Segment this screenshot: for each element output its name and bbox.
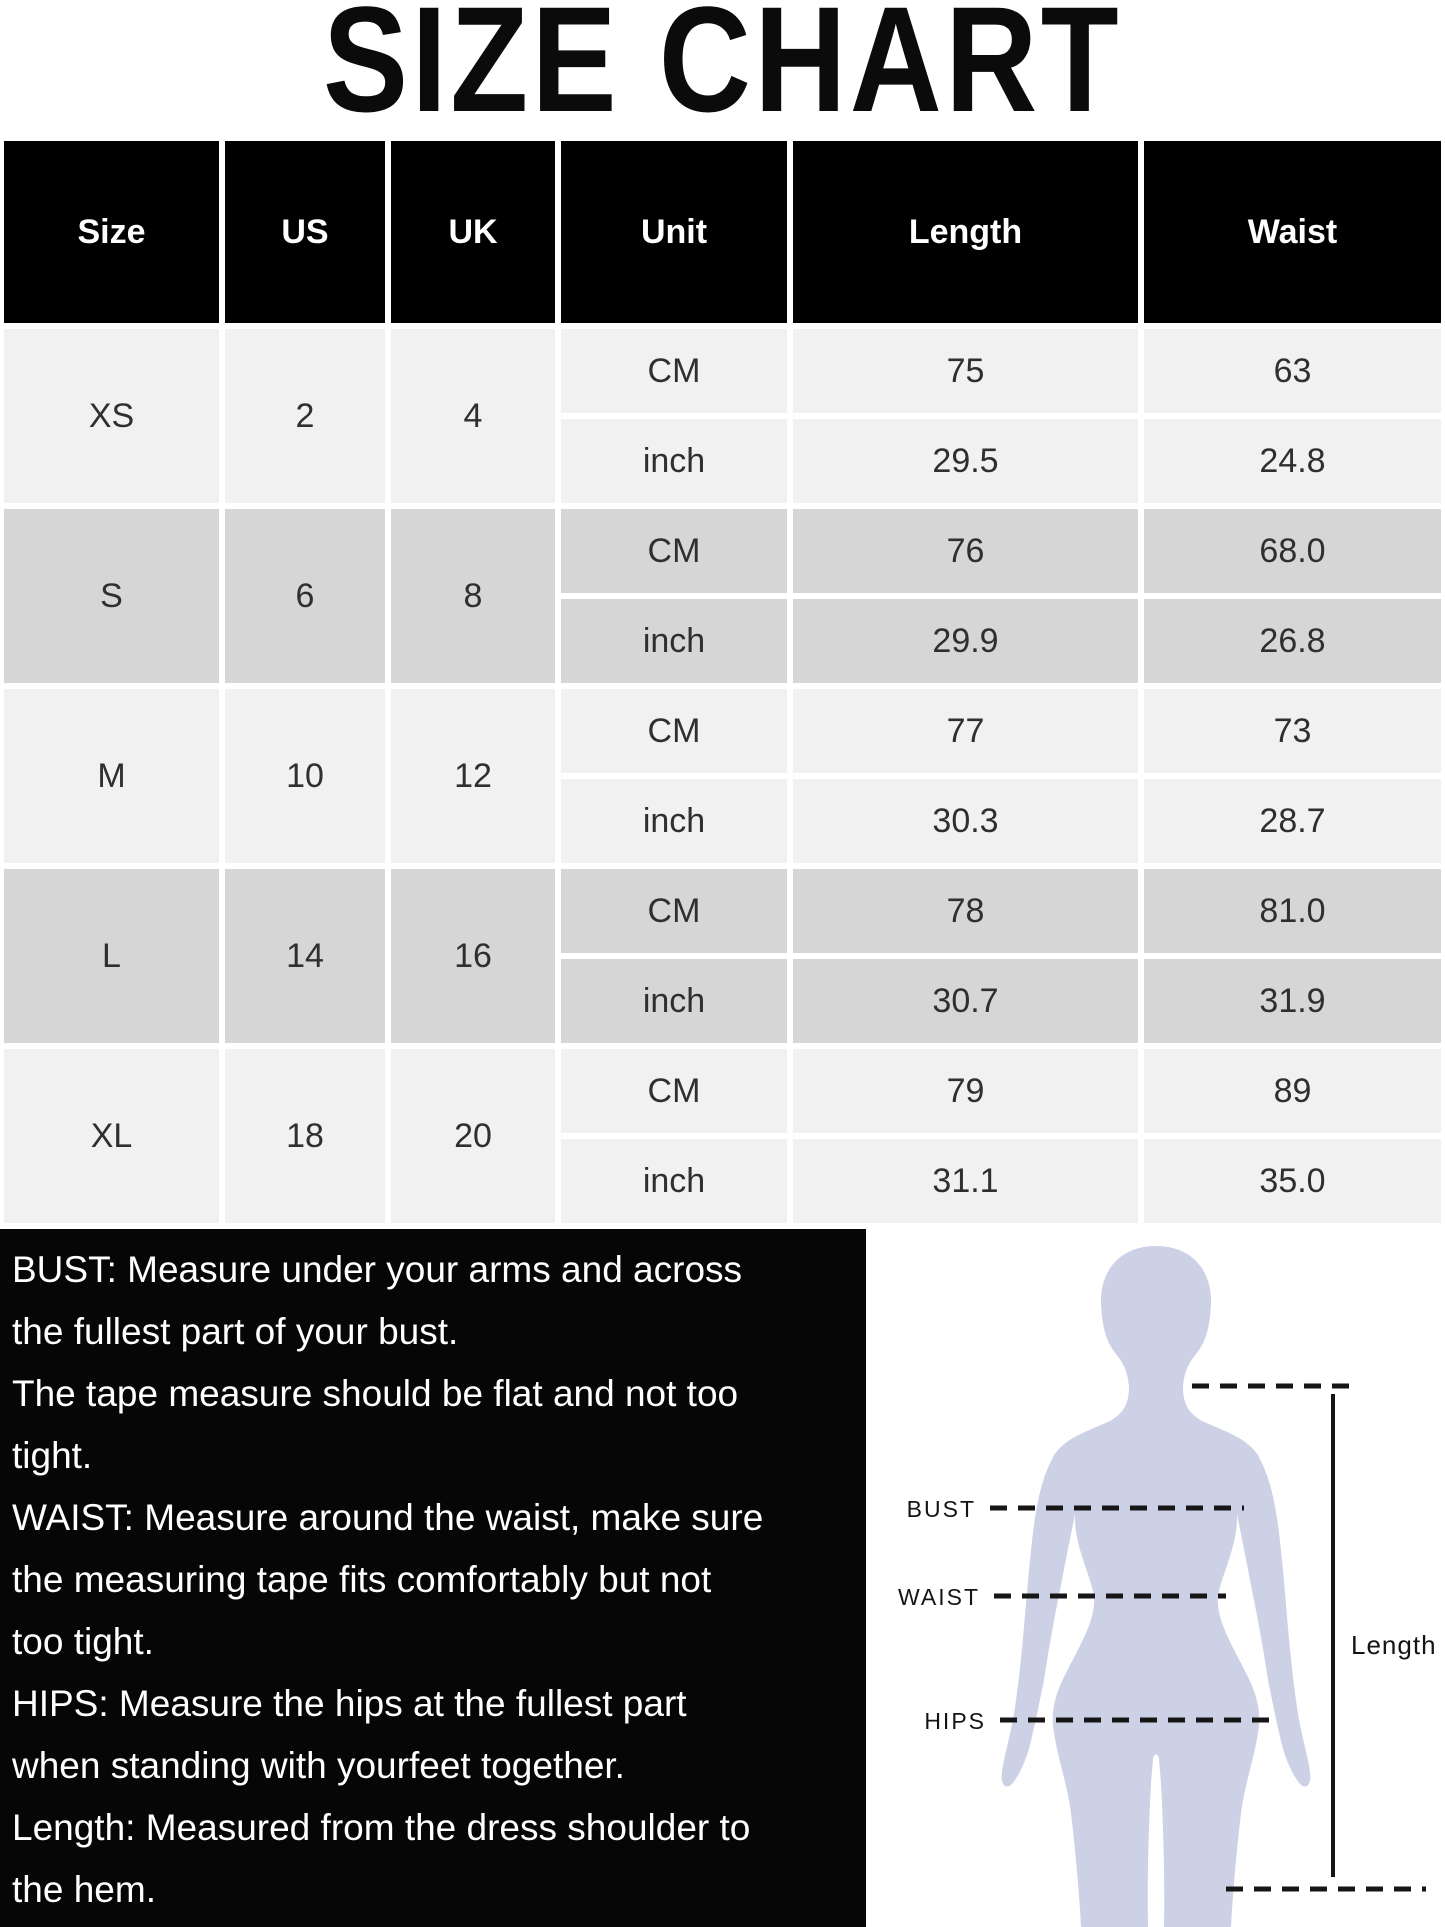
cell-length-inch-m: 30.3 [793, 779, 1138, 863]
cell-size-xl: XL [4, 1049, 219, 1223]
cell-waist-cm-m: 73 [1144, 689, 1441, 773]
cell-waist-inch-s: 26.8 [1144, 599, 1441, 683]
col-header-waist: Waist [1144, 141, 1441, 323]
note-line: The tape measure should be flat and not … [12, 1373, 739, 1414]
cell-length-cm-l: 78 [793, 869, 1138, 953]
note-line: too tight. [12, 1621, 154, 1662]
col-header-unit: Unit [561, 141, 787, 323]
cell-length-cm-xl: 79 [793, 1049, 1138, 1133]
cell-waist-inch-xs: 24.8 [1144, 419, 1441, 503]
cell-length-cm-xs: 75 [793, 329, 1138, 413]
cell-size-l: L [4, 869, 219, 1043]
length-label: Length [1351, 1630, 1437, 1660]
cell-uk-m: 12 [391, 689, 555, 863]
cell-waist-inch-m: 28.7 [1144, 779, 1441, 863]
cell-waist-cm-xl: 89 [1144, 1049, 1441, 1133]
cell-unit-cm: CM [561, 869, 787, 953]
cell-waist-inch-l: 31.9 [1144, 959, 1441, 1043]
cell-uk-xl: 20 [391, 1049, 555, 1223]
col-header-size: Size [4, 141, 219, 323]
cell-length-inch-xs: 29.5 [793, 419, 1138, 503]
hips-label: HIPS [924, 1708, 986, 1734]
figure-body [1051, 1246, 1261, 1927]
cell-unit-cm: CM [561, 1049, 787, 1133]
cell-unit-inch: inch [561, 599, 787, 683]
note-line: WAIST: Measure around the waist, make su… [12, 1497, 764, 1538]
cell-length-cm-s: 76 [793, 509, 1138, 593]
cell-length-inch-s: 29.9 [793, 599, 1138, 683]
cell-waist-cm-l: 81.0 [1144, 869, 1441, 953]
cell-uk-s: 8 [391, 509, 555, 683]
cell-size-xs: XS [4, 329, 219, 503]
cell-unit-inch: inch [561, 779, 787, 863]
cell-waist-cm-s: 68.0 [1144, 509, 1441, 593]
col-header-uk: UK [391, 141, 555, 323]
cell-uk-xs: 4 [391, 329, 555, 503]
cell-uk-l: 16 [391, 869, 555, 1043]
cell-length-inch-xl: 31.1 [793, 1139, 1138, 1223]
cell-waist-inch-xl: 35.0 [1144, 1139, 1441, 1223]
note-line: the hem. [12, 1869, 156, 1910]
cell-unit-inch: inch [561, 959, 787, 1043]
cell-size-s: S [4, 509, 219, 683]
cell-length-cm-m: 77 [793, 689, 1138, 773]
cell-us-xs: 2 [225, 329, 385, 503]
figure-right-arm [1231, 1454, 1311, 1787]
cell-unit-inch: inch [561, 419, 787, 503]
waist-label: WAIST [898, 1584, 980, 1610]
cell-length-inch-l: 30.7 [793, 959, 1138, 1043]
note-line: HIPS: Measure the hips at the fullest pa… [12, 1683, 687, 1724]
cell-us-xl: 18 [225, 1049, 385, 1223]
note-line: tight. [12, 1435, 93, 1476]
bust-label: BUST [907, 1496, 976, 1522]
note-line: when standing with yourfeet together. [12, 1745, 625, 1786]
note-line: BUST: Measure under your arms and across [12, 1249, 743, 1290]
col-header-us: US [225, 141, 385, 323]
cell-us-m: 10 [225, 689, 385, 863]
col-header-length: Length [793, 141, 1138, 323]
cell-us-l: 14 [225, 869, 385, 1043]
cell-us-s: 6 [225, 509, 385, 683]
cell-size-m: M [4, 689, 219, 863]
note-line: the measuring tape fits comfortably but … [12, 1559, 712, 1600]
cell-unit-cm: CM [561, 509, 787, 593]
measuring-instructions: BUST: Measure under your arms and across… [0, 1229, 866, 1927]
note-line: the fullest part of your bust. [12, 1311, 459, 1352]
figure-left-arm [1001, 1454, 1081, 1787]
size-table: Size US UK Unit Length Waist XS 2 4 CM 7… [0, 141, 1445, 1223]
figure-silhouette [1001, 1246, 1311, 1927]
page-title: SIZE CHART [323, 0, 1122, 143]
cell-unit-cm: CM [561, 329, 787, 413]
measurement-diagram: BUST WAIST HIPS Length [866, 1229, 1445, 1927]
note-line: Length: Measured from the dress shoulder… [12, 1807, 751, 1848]
cell-waist-cm-xs: 63 [1144, 329, 1441, 413]
cell-unit-cm: CM [561, 689, 787, 773]
cell-unit-inch: inch [561, 1139, 787, 1223]
